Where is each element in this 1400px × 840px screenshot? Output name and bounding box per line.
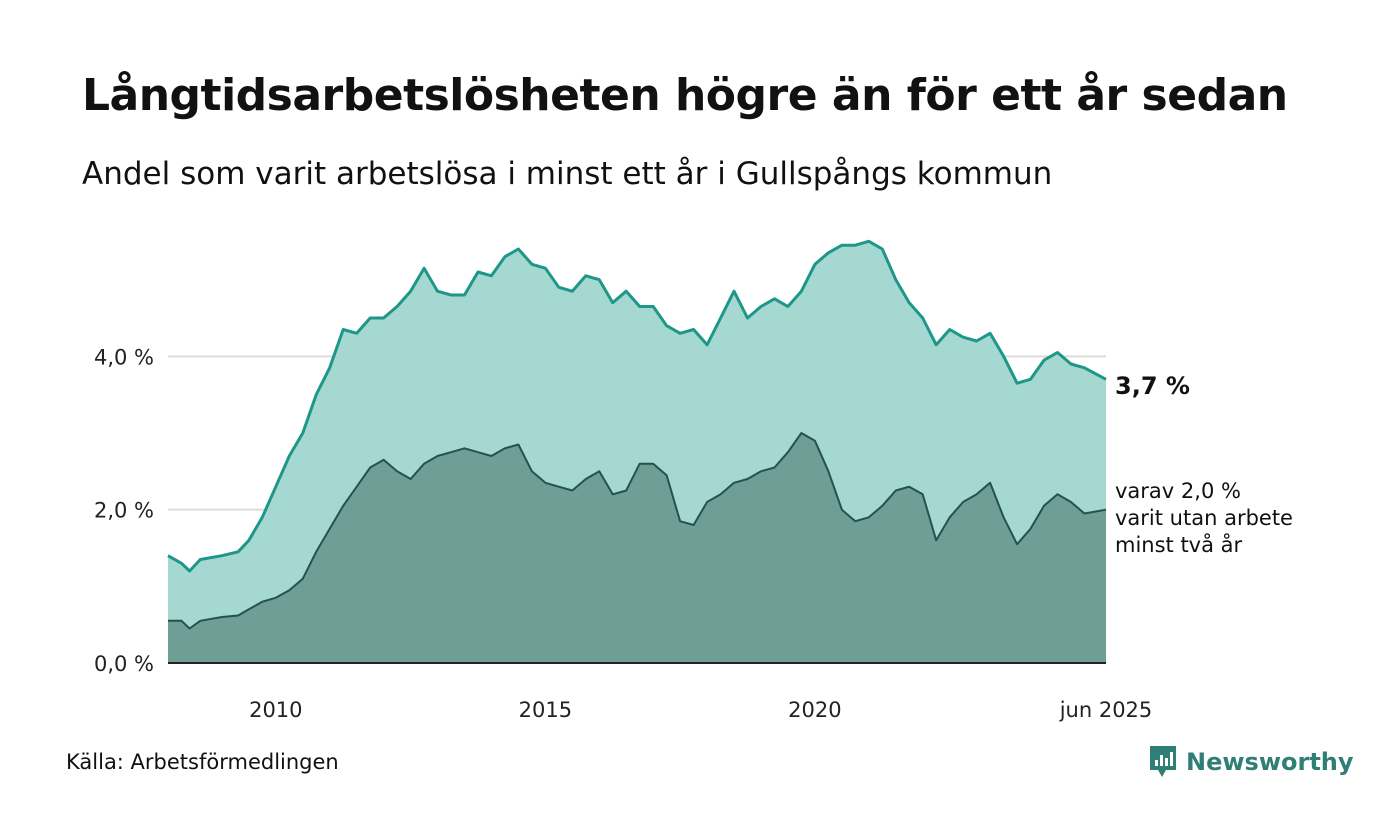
unemployed-two-years-line bbox=[168, 432, 1107, 630]
unemployed-two-years-area bbox=[168, 433, 1106, 663]
end-label-secondary-line: minst två år bbox=[1115, 532, 1243, 557]
brand-name: Newsworthy bbox=[1186, 748, 1354, 776]
chart-title: Långtidsarbetslösheten högre än för ett … bbox=[82, 70, 1288, 121]
end-label-secondary-line: varit utan arbete bbox=[1115, 506, 1293, 530]
y-tick-label: 4,0 % bbox=[94, 345, 154, 369]
y-tick-label: 0,0 % bbox=[94, 652, 154, 676]
x-tick-label: jun 2025 bbox=[1059, 698, 1153, 722]
source-note: Källa: Arbetsförmedlingen bbox=[66, 750, 339, 774]
y-tick-label: 2,0 % bbox=[94, 499, 154, 523]
end-label-main: 3,7 % bbox=[1115, 372, 1190, 400]
x-tick-label: 2020 bbox=[788, 698, 841, 722]
x-tick-label: 2015 bbox=[519, 698, 572, 722]
x-tick-label: 2010 bbox=[249, 698, 302, 722]
long-term-unemployment-line bbox=[167, 239, 1107, 573]
newsworthy-logo-icon bbox=[1150, 746, 1176, 777]
end-label-secondary-line: varav 2,0 % bbox=[1115, 479, 1241, 503]
chart-subtitle: Andel som varit arbetslösa i minst ett å… bbox=[82, 156, 1053, 192]
brand-logo: Newsworthy bbox=[1148, 744, 1354, 780]
